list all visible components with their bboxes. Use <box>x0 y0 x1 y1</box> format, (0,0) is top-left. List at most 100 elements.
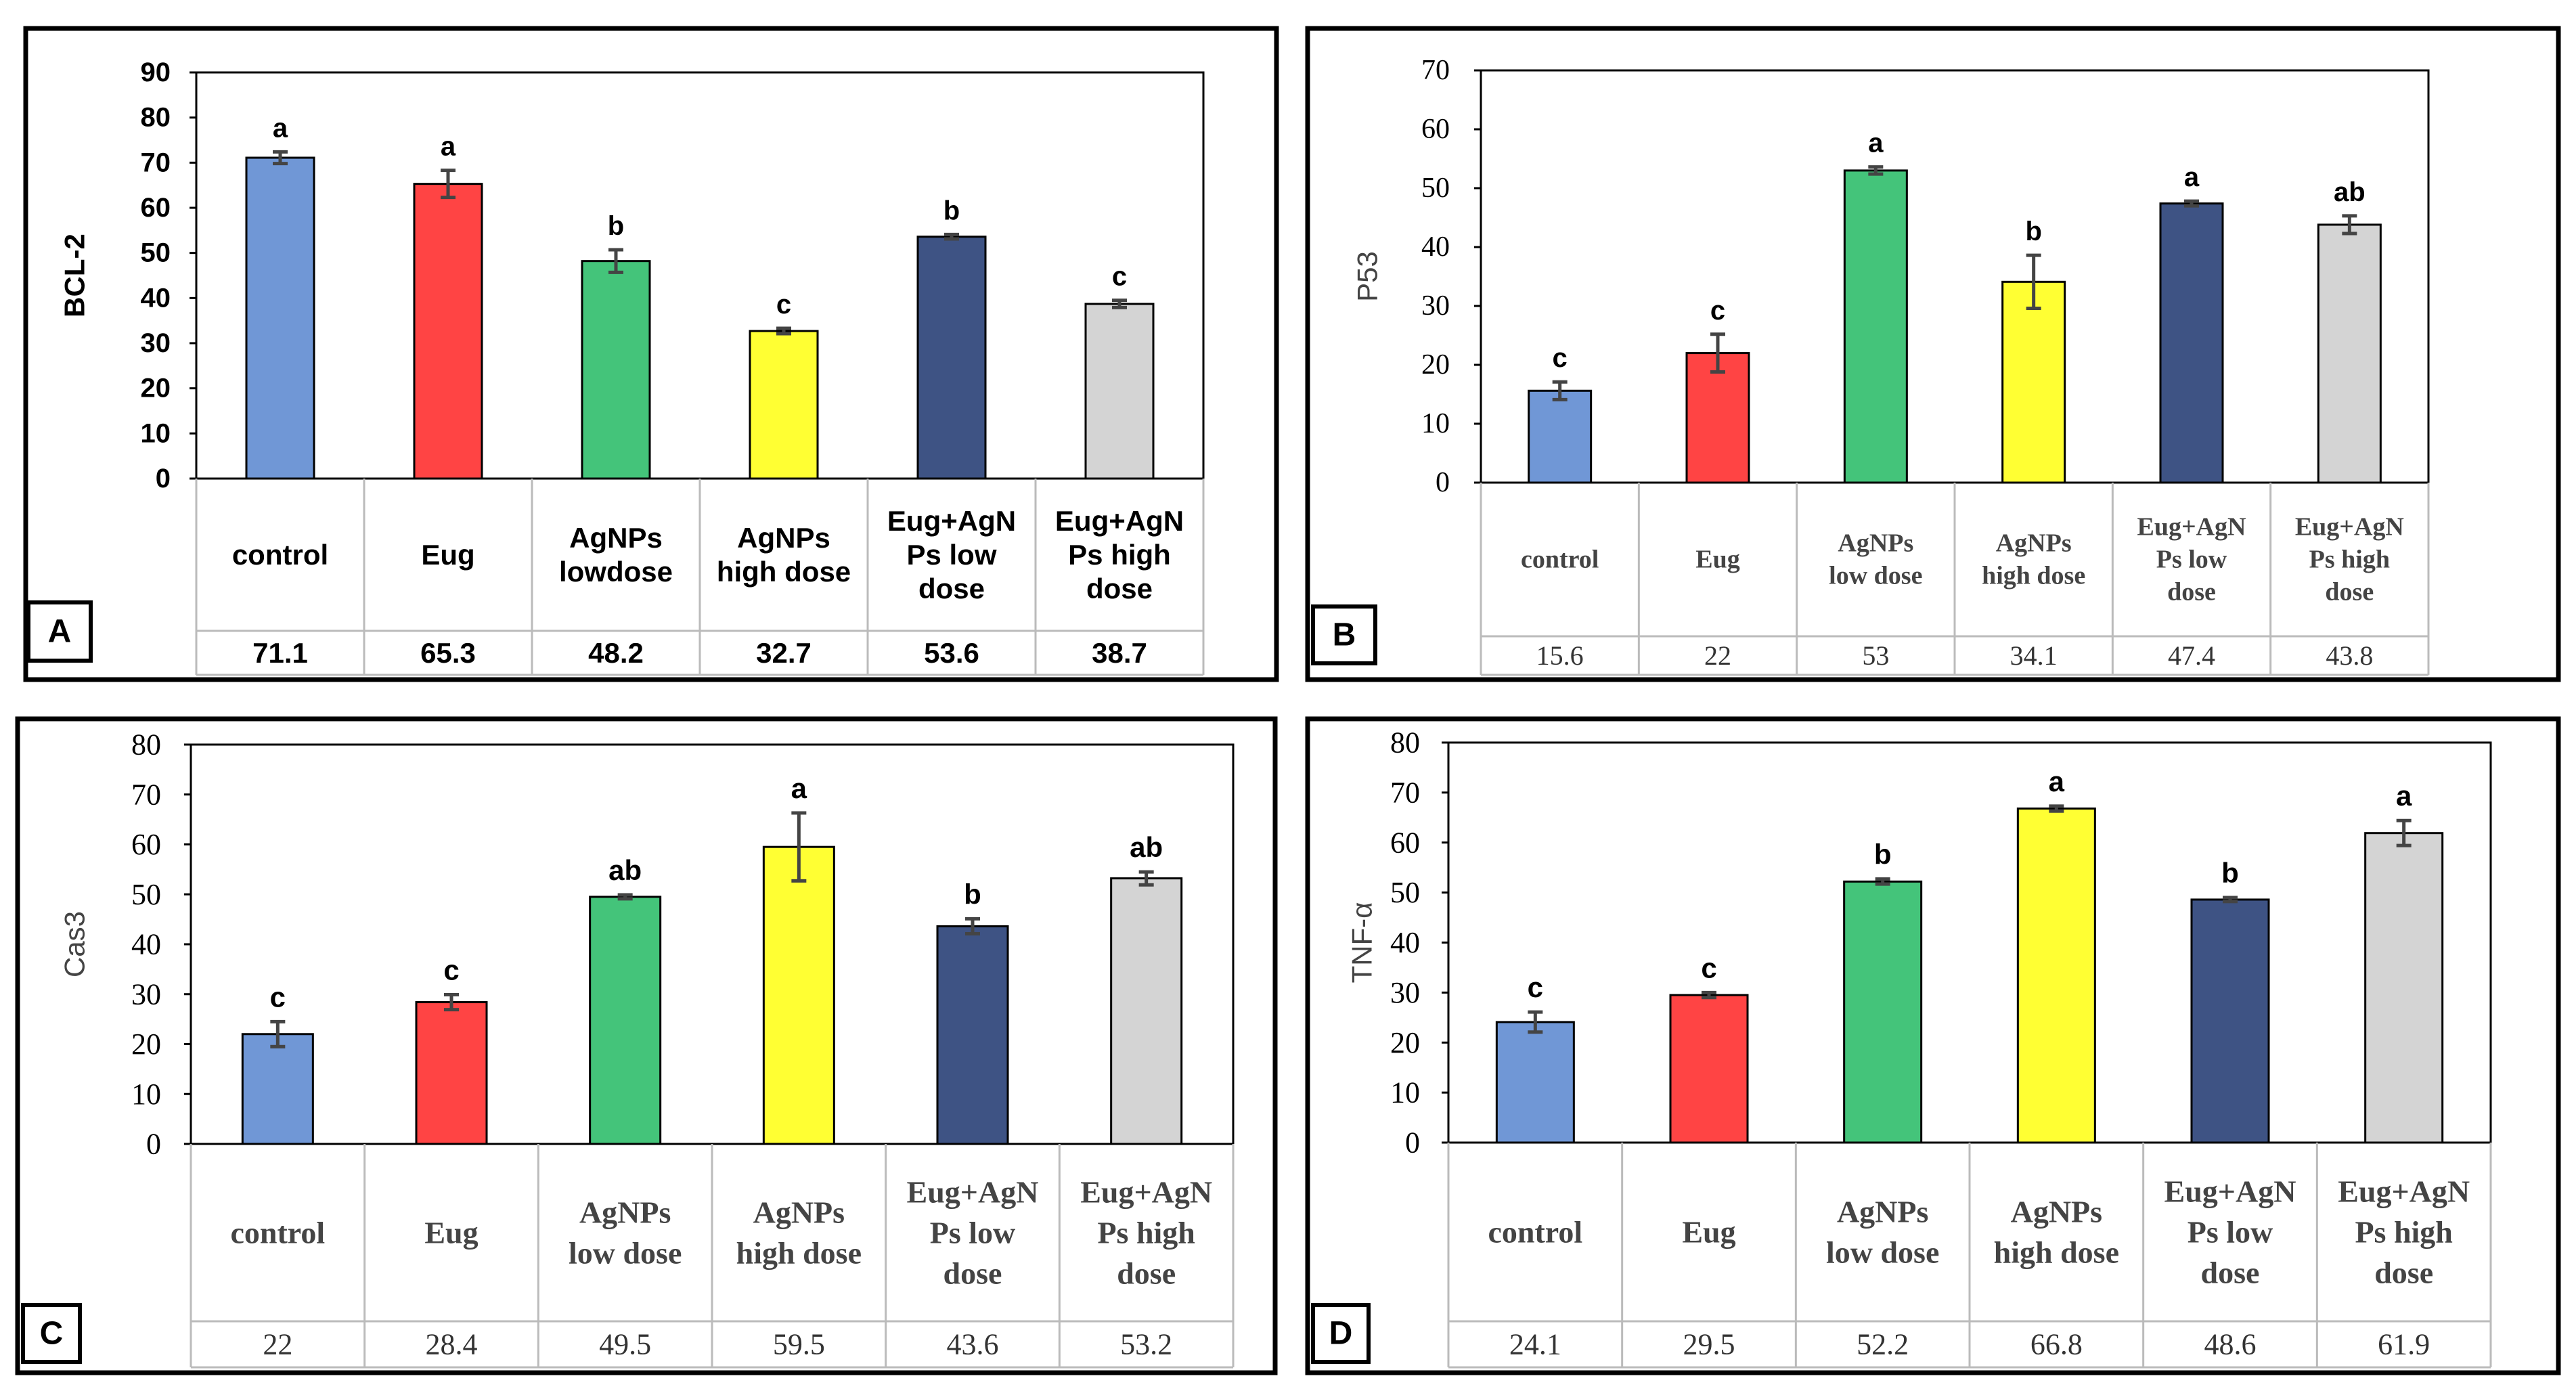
category-label: Eug+AgN <box>907 1175 1039 1210</box>
panel-label-box <box>1311 604 1377 665</box>
category-label: dose <box>2201 1256 2260 1290</box>
category-label: dose <box>943 1256 1002 1291</box>
y-tick-label: 60 <box>1421 114 1450 145</box>
category-label: AgNPs <box>1837 1195 1928 1229</box>
category-label: Eug+AgN <box>1055 505 1184 537</box>
table-value: 53.2 <box>1120 1328 1172 1361</box>
bar-2 <box>1843 880 1923 1144</box>
significance-letter: b <box>2025 217 2041 246</box>
bar-5 <box>2317 223 2382 484</box>
category-label: AgNPs <box>737 522 830 554</box>
category-label: Ps high <box>2309 546 2390 574</box>
category-label: dose <box>1117 1256 1176 1291</box>
category-label: high dose <box>1994 1235 2119 1270</box>
significance-letter: c <box>1528 971 1543 1003</box>
y-tick-label: 0 <box>156 464 171 493</box>
table-value: 66.8 <box>2030 1328 2083 1361</box>
category-label: dose <box>2374 1256 2433 1290</box>
category-label: low dose <box>1829 562 1922 590</box>
table-value: 43.8 <box>2326 640 2373 671</box>
category-label: Eug+AgN <box>887 505 1016 537</box>
bar-5 <box>1084 303 1155 480</box>
table-value: 32.7 <box>756 637 812 669</box>
significance-letter: c <box>1710 296 1725 326</box>
plot-area <box>195 71 1205 480</box>
category-label: dose <box>1086 573 1153 604</box>
bar-0 <box>1528 389 1593 484</box>
category-label: high dose <box>717 556 851 588</box>
chart-panel-B: 0 10 20 30 40 50 60 70 P53 c control 15.6 c Eug 22 a AgN… <box>1305 26 2561 682</box>
category-label: AgNPs <box>753 1195 845 1230</box>
data-table <box>1447 1143 2492 1369</box>
y-tick-label: 60 <box>141 193 171 223</box>
y-tick-label: 0 <box>1436 467 1450 498</box>
category-label: Eug+AgN <box>2164 1174 2296 1209</box>
significance-letter: c <box>1112 262 1127 292</box>
panel-label-box <box>26 600 93 663</box>
bar-4 <box>2159 202 2224 484</box>
table-value: 38.7 <box>1092 637 1147 669</box>
bar-3 <box>762 845 835 1145</box>
panel-label: A <box>48 614 72 650</box>
chart-panel-C: 0 10 20 30 40 50 60 70 80 Cas3 c control 22 c Eug 28.4 a… <box>15 716 1278 1375</box>
category-label: AgNPs <box>2011 1195 2102 1229</box>
y-tick-label: 10 <box>141 418 171 448</box>
category-label: control <box>1488 1215 1582 1250</box>
y-tick-label: 20 <box>141 374 171 403</box>
table-value: 43.6 <box>947 1328 999 1361</box>
category-label: Ps high <box>1068 539 1171 571</box>
table-value: 34.1 <box>2010 640 2058 671</box>
significance-letter: a <box>2396 780 2412 812</box>
table-value: 52.2 <box>1857 1328 1909 1361</box>
table-value: 65.3 <box>420 637 476 669</box>
data-table <box>190 1144 1235 1369</box>
table-value: 29.5 <box>1683 1328 1735 1361</box>
significance-letter: b <box>943 196 960 225</box>
category-label: Eug <box>1695 546 1739 574</box>
panel-frame <box>23 26 1279 682</box>
bar-1 <box>415 1001 488 1145</box>
panel-label-box <box>1311 1303 1371 1364</box>
table-value: 48.2 <box>588 637 644 669</box>
category-label: AgNPs <box>579 1195 671 1230</box>
y-tick-label: 20 <box>1421 349 1450 380</box>
category-label: high dose <box>736 1236 862 1271</box>
panel-label: B <box>1333 617 1356 653</box>
y-tick-label: 80 <box>131 728 161 761</box>
panel-frame <box>15 716 1278 1375</box>
y-tick-label: 70 <box>1390 776 1420 809</box>
significance-letter: c <box>776 290 791 319</box>
significance-letter: c <box>443 954 459 986</box>
y-tick-label: 50 <box>141 238 171 268</box>
category-label: dose <box>918 573 985 604</box>
category-label: AgNPs <box>1996 529 2072 558</box>
bar-5 <box>2364 832 2444 1144</box>
table-value: 22 <box>263 1328 292 1361</box>
y-tick-label: 20 <box>1390 1026 1420 1059</box>
significance-letter: b <box>608 211 624 241</box>
y-tick-label: 50 <box>131 878 161 911</box>
y-tick-label: 10 <box>1421 408 1450 439</box>
y-tick-label: 70 <box>141 148 171 177</box>
table-value: 48.6 <box>2204 1328 2257 1361</box>
category-label: Eug <box>421 539 474 571</box>
y-tick-label: 0 <box>1405 1126 1420 1160</box>
category-label: high dose <box>1982 562 2085 590</box>
y-tick-label: 30 <box>1421 290 1450 322</box>
significance-letter: c <box>270 981 286 1013</box>
data-table <box>195 479 1205 676</box>
panel-label: D <box>1329 1316 1353 1352</box>
table-value: 22 <box>1704 640 1731 671</box>
significance-letter: a <box>2184 162 2200 192</box>
panel-label-box <box>21 1303 82 1364</box>
category-label: Eug <box>424 1216 478 1250</box>
chart-panel-D: 0 10 20 30 40 50 60 70 80 TNF-α c control 24.1 c Eug 29… <box>1305 716 2561 1375</box>
bar-1 <box>1669 994 1749 1144</box>
category-label: Eug+AgN <box>1080 1175 1212 1210</box>
y-tick-label: 50 <box>1421 173 1450 204</box>
significance-letter: c <box>1701 952 1716 984</box>
significance-letter: ab <box>608 854 642 886</box>
significance-letter: a <box>441 132 456 162</box>
category-label: dose <box>2325 578 2374 606</box>
significance-letter: ab <box>2334 177 2366 207</box>
